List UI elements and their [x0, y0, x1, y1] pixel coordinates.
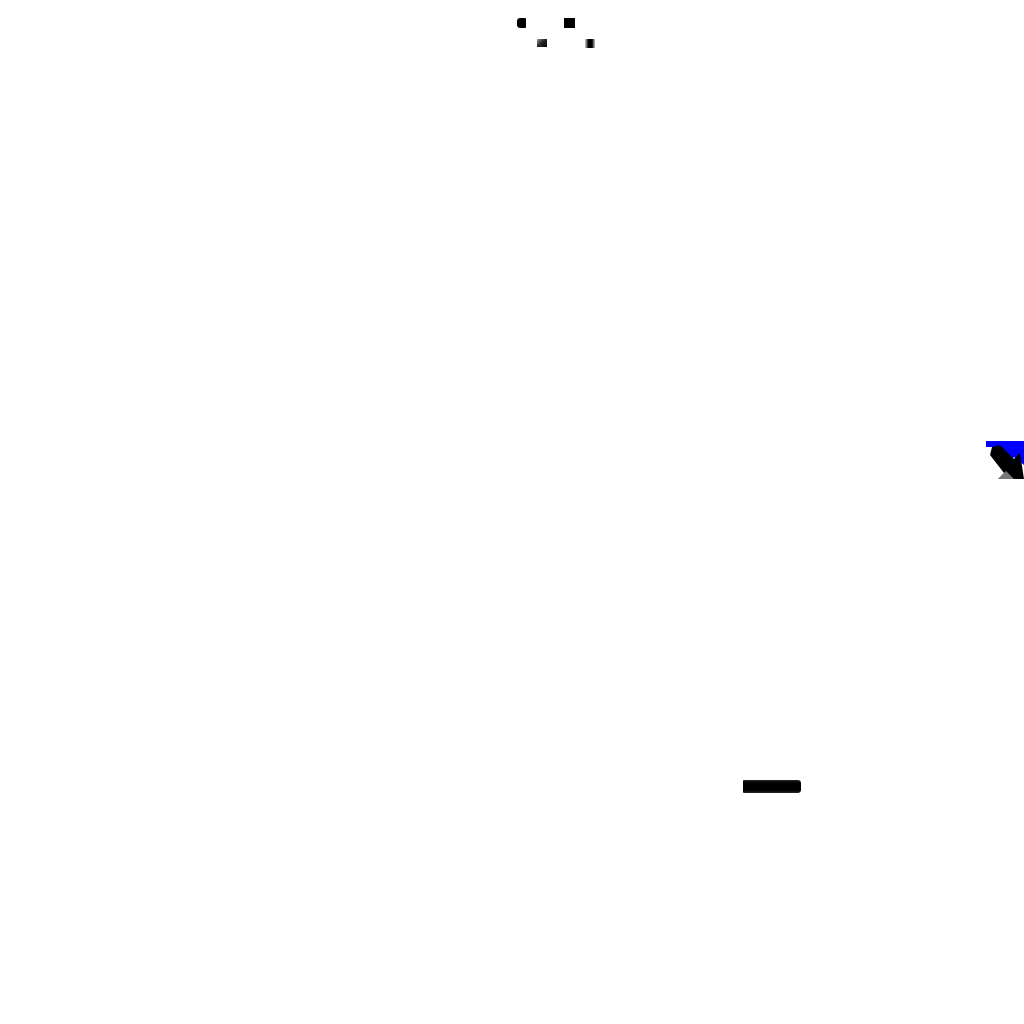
edge-resize-handle[interactable]: [986, 441, 1024, 481]
bottom-dash-bar: [743, 780, 801, 793]
indicator-dot-bottom-right: [585, 39, 595, 48]
indicator-dot-top-right: [564, 18, 575, 28]
diagonal-arrow-icon: [986, 441, 1024, 481]
indicator-dot-top-left: [517, 18, 526, 28]
indicator-dot-bottom-left: [537, 39, 547, 47]
